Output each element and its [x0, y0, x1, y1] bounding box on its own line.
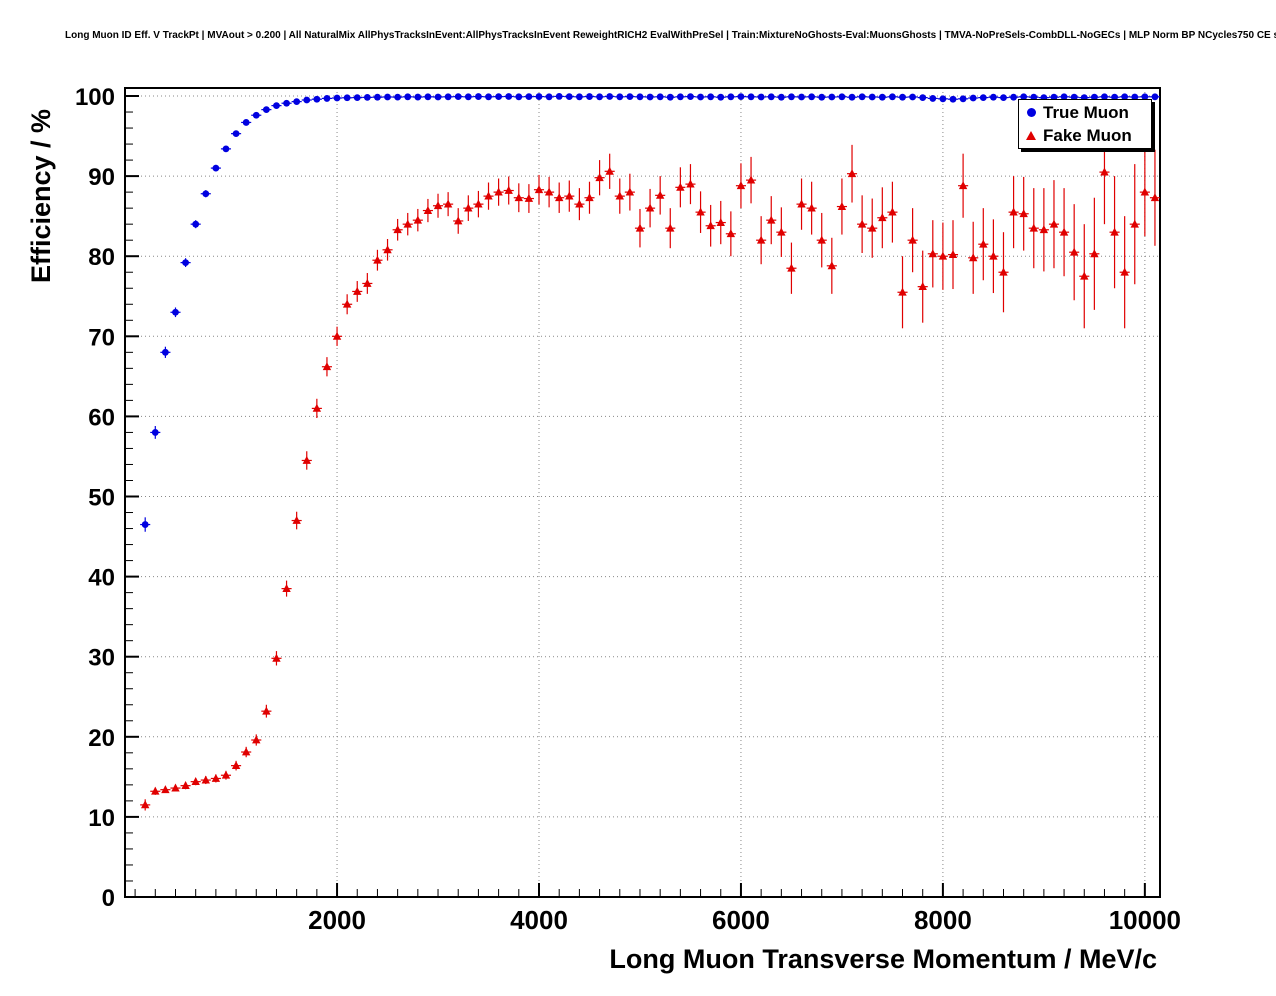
true-muon-marker-icon: [1019, 108, 1043, 117]
svg-text:90: 90: [88, 164, 115, 191]
legend-entry-true-muon: True Muon: [1019, 101, 1151, 124]
svg-text:0: 0: [102, 885, 115, 912]
svg-text:40: 40: [88, 565, 115, 592]
svg-text:2000: 2000: [308, 905, 366, 935]
svg-text:80: 80: [88, 244, 115, 271]
svg-text:50: 50: [88, 485, 115, 512]
legend-label-fake-muon: Fake Muon: [1043, 125, 1132, 145]
legend-label-true-muon: True Muon: [1043, 102, 1129, 122]
svg-text:8000: 8000: [914, 905, 972, 935]
legend-entry-fake-muon: Fake Muon: [1019, 124, 1151, 147]
legend: True Muon Fake Muon: [1018, 99, 1152, 149]
svg-text:70: 70: [88, 324, 115, 351]
y-axis-title: Efficiency / %: [26, 108, 56, 283]
svg-text:6000: 6000: [712, 905, 770, 935]
svg-text:20: 20: [88, 725, 115, 752]
svg-text:100: 100: [75, 84, 115, 111]
svg-text:30: 30: [88, 645, 115, 672]
plot-title: Long Muon ID Eff. V TrackPt | MVAout > 0…: [65, 30, 1276, 41]
fake-muon-marker-icon: [1019, 131, 1043, 140]
svg-text:10: 10: [88, 805, 115, 832]
x-axis-title: Long Muon Transverse Momentum / MeV/c: [609, 944, 1157, 974]
svg-text:10000: 10000: [1109, 905, 1181, 935]
svg-text:4000: 4000: [510, 905, 568, 935]
svg-text:60: 60: [88, 404, 115, 431]
